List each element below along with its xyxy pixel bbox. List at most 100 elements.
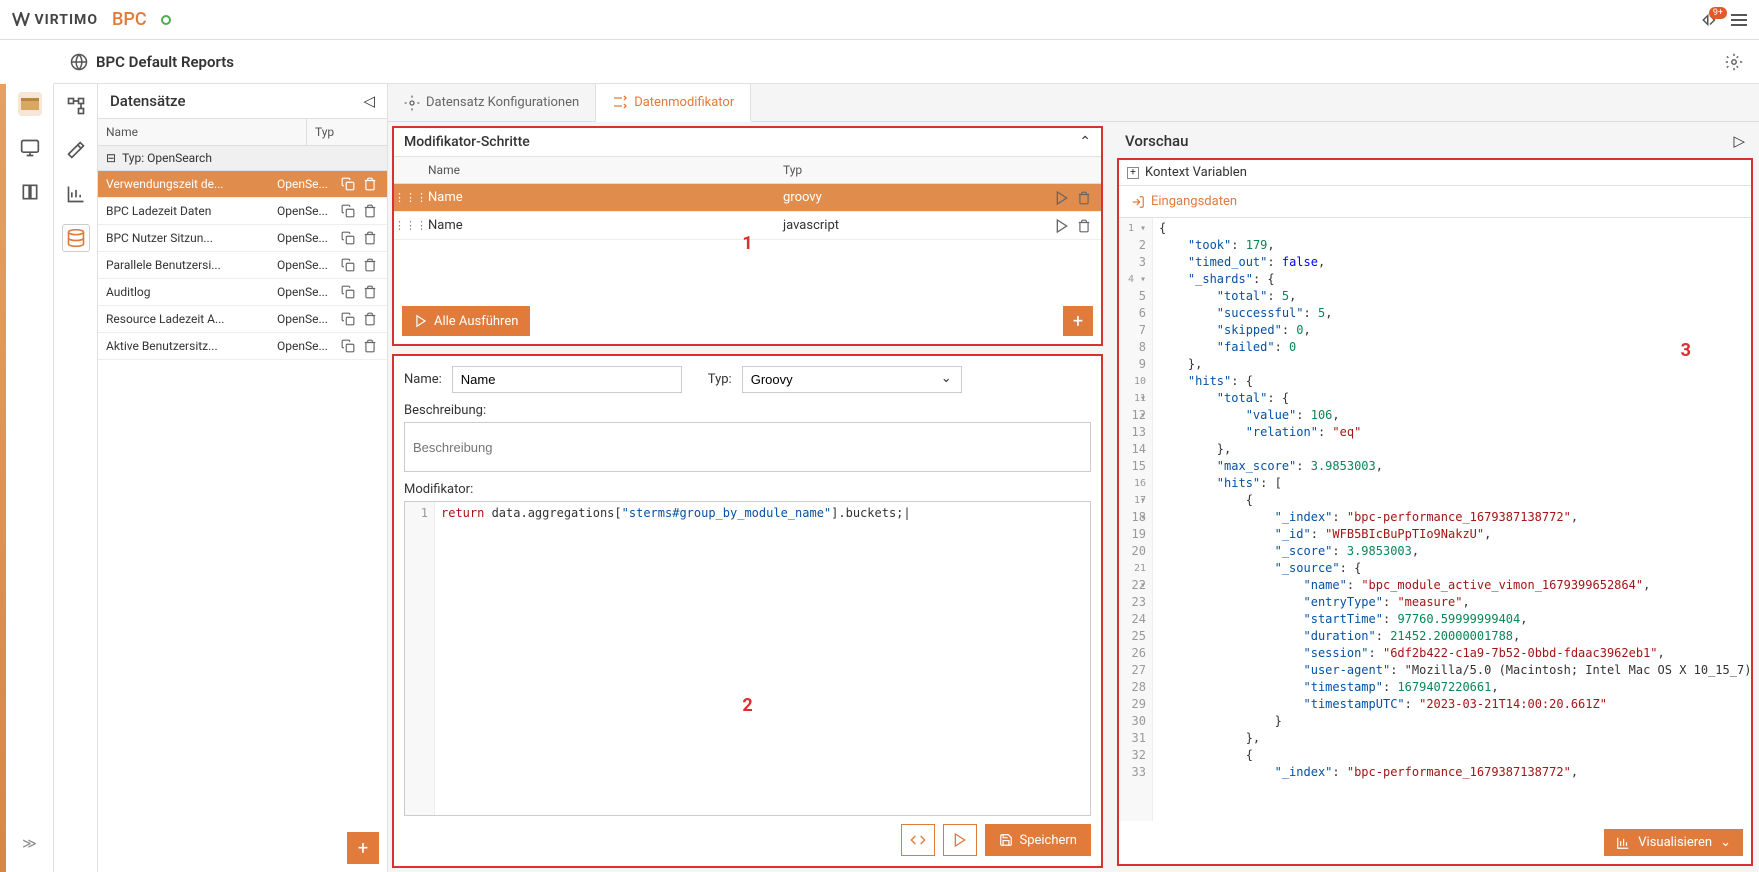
play-step-icon[interactable] [1053,189,1071,207]
trash-icon[interactable] [361,175,379,193]
page-header: BPC Default Reports [54,40,1759,84]
trash-icon[interactable] [361,283,379,301]
topbar-right: 9+ [1701,11,1747,29]
rail-monitor-icon[interactable] [18,136,42,160]
center-area: Datensatz Konfigurationen Datenmodifikat… [388,84,1759,872]
eingang-tab[interactable]: Eingangsdaten [1119,186,1249,217]
kontext-bar[interactable]: + Kontext Variablen [1119,160,1751,186]
visualize-button[interactable]: Visualisieren ⌄ [1604,829,1743,856]
tool-chart-icon[interactable] [62,180,90,208]
col-name-header[interactable]: Name [98,119,307,145]
preview-column: Vorschau ▷ + Kontext Variablen Eingangsd… [1115,126,1755,868]
step-typ: javascript [775,212,1045,239]
tab-modifier[interactable]: Datenmodifikator [596,84,751,122]
preview-footer: Visualisieren ⌄ [1119,821,1751,864]
rail-home-icon[interactable] [18,92,42,116]
tab-config[interactable]: Datensatz Konfigurationen [388,84,596,121]
dataset-row[interactable]: BPC Nutzer Sitzun... OpenSe... [98,225,387,252]
save-button[interactable]: Speichern [985,824,1091,856]
collapse-icon[interactable]: ◁ [363,92,375,110]
topbar-left: VIRTIMO BPC [12,9,171,30]
col-typ-header[interactable]: Typ [307,119,387,145]
tool-edit-icon[interactable] [62,136,90,164]
dataset-name: Aktive Benutzersitz... [106,339,277,353]
code-button[interactable] [901,824,935,856]
dataset-row[interactable]: Parallele Benutzersi... OpenSe... [98,252,387,279]
save-label: Speichern [1019,833,1077,848]
dataset-name: Resource Ladezeit A... [106,312,277,326]
dataset-name: Auditlog [106,285,277,299]
drag-handle-icon[interactable]: ⋮⋮⋮ [394,219,420,232]
copy-icon[interactable] [339,175,357,193]
gear-icon [404,95,420,111]
add-dataset-button[interactable]: + [347,832,379,864]
run-all-bar: Alle Ausführen + [394,298,1101,344]
typ-select[interactable] [742,366,962,393]
add-step-button[interactable]: + [1063,306,1093,336]
trash-icon[interactable] [361,202,379,220]
run-all-label: Alle Ausführen [434,314,518,329]
datasets-title: Datensätze ◁ [98,84,387,119]
code-gutter: 1 [405,502,435,815]
center-body: Modifikator-Schritte ⌃ Name Typ ⋮⋮⋮ Name… [388,122,1759,872]
dataset-row[interactable]: BPC Ladezeit Daten OpenSe... [98,198,387,225]
dataset-group[interactable]: ⊟ Typ: OpenSearch [98,146,387,171]
dataset-typ: OpenSe... [277,312,339,326]
preview-box: + Kontext Variablen Eingangsdaten 1 ▾234… [1117,158,1753,866]
play-step-icon[interactable] [1053,217,1071,235]
typ-select-input[interactable] [742,366,962,393]
save-icon [999,833,1013,847]
trash-icon[interactable] [361,337,379,355]
menu-icon[interactable] [1731,14,1747,26]
run-button[interactable] [943,824,977,856]
tool-tree-icon[interactable] [62,92,90,120]
login-icon [1131,195,1145,209]
steps-col-typ: Typ [775,157,1045,183]
code-icon [910,832,926,848]
trash-icon[interactable] [1075,217,1093,235]
settings-icon[interactable] [1725,53,1743,71]
trash-icon[interactable] [361,229,379,247]
collapse-up-icon[interactable]: ⌃ [1079,134,1091,150]
step-row[interactable]: ⋮⋮⋮ Name groovy [394,184,1101,212]
dataset-row[interactable]: Aktive Benutzersitz... OpenSe... [98,333,387,360]
json-viewer[interactable]: 1 ▾234 ▾5678910 ▾11 ▾1213141516 ▾17 ▾181… [1119,218,1751,821]
copy-icon[interactable] [339,229,357,247]
dataset-row[interactable]: Auditlog OpenSe... [98,279,387,306]
copy-icon[interactable] [339,310,357,328]
code-editor[interactable]: 1 return data.aggregations["sterms#group… [404,501,1091,816]
steps-header: Name Typ [394,157,1101,184]
name-input[interactable] [452,366,682,393]
desc-input[interactable] [404,422,1091,472]
dataset-row[interactable]: Verwendungszeit de... OpenSe... [98,171,387,198]
dataset-name: BPC Ladezeit Daten [106,204,277,218]
plus-box-icon: + [1127,167,1139,179]
page-title-text: BPC Default Reports [96,53,234,71]
dataset-typ: OpenSe... [277,285,339,299]
notifications-icon[interactable]: 9+ [1701,11,1719,29]
mod-label: Modifikator: [404,482,1091,497]
flow-icon [612,94,628,110]
copy-icon[interactable] [339,256,357,274]
tool-database-icon[interactable] [62,224,90,252]
rail-expand-icon[interactable]: ≫ [18,832,42,856]
datasets-title-text: Datensätze [110,92,186,110]
rail-book-icon[interactable] [18,180,42,204]
form-box: Name: Typ: Beschreibung: Modifikator: 1 [392,354,1103,868]
minus-icon: ⊟ [106,151,116,165]
page-title: BPC Default Reports [70,53,234,71]
trash-icon[interactable] [361,310,379,328]
drag-handle-icon[interactable]: ⋮⋮⋮ [394,191,420,204]
run-all-button[interactable]: Alle Ausführen [402,306,530,336]
brand-logo: VIRTIMO [12,12,98,28]
trash-icon[interactable] [361,256,379,274]
dataset-row[interactable]: Resource Ladezeit A... OpenSe... [98,306,387,333]
typ-label: Typ: [708,372,732,387]
copy-icon[interactable] [339,337,357,355]
copy-icon[interactable] [339,202,357,220]
expand-right-icon[interactable]: ▷ [1733,132,1745,150]
toolbar-strip [54,84,98,872]
copy-icon[interactable] [339,283,357,301]
trash-icon[interactable] [1075,189,1093,207]
preview-title-text: Vorschau [1125,132,1188,150]
